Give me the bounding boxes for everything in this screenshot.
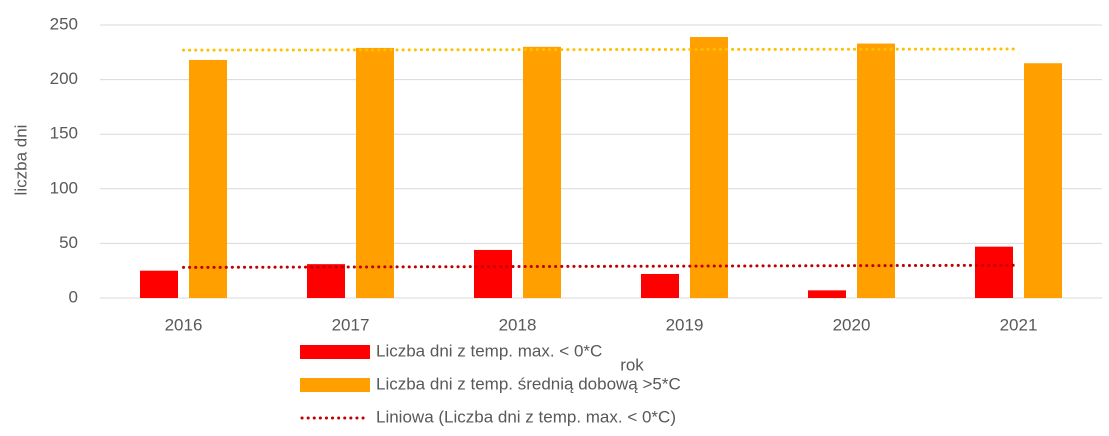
y-tick-label: 150 <box>50 124 78 143</box>
x-tick-label: 2018 <box>499 315 537 334</box>
y-tick-label: 50 <box>59 233 78 252</box>
bar <box>1024 63 1062 298</box>
bar <box>857 43 895 299</box>
bar <box>690 37 728 299</box>
bar <box>189 59 227 298</box>
x-tick-label: 2019 <box>666 315 704 334</box>
y-tick-label: 100 <box>50 178 78 197</box>
x-tick-label: 2020 <box>833 315 871 334</box>
bar <box>140 270 178 298</box>
bar <box>808 290 846 298</box>
bar <box>523 46 561 299</box>
trend-line <box>182 263 1020 269</box>
legend-swatch <box>300 378 370 392</box>
x-tick-label: 2017 <box>332 315 370 334</box>
y-axis-title: liczba dni <box>11 125 30 196</box>
bar <box>641 273 679 298</box>
x-tick-label: 2016 <box>165 315 203 334</box>
bar <box>975 246 1013 298</box>
legend-label: Liczba dni z temp. średnią dobową >5*C <box>376 374 681 393</box>
x-axis-title: rok <box>620 355 644 374</box>
bar <box>307 264 345 298</box>
bar <box>474 249 512 298</box>
legend-swatch <box>300 345 370 359</box>
y-tick-label: 0 <box>69 287 78 306</box>
y-tick-label: 250 <box>50 14 78 33</box>
legend-label: Liczba dni z temp. max. < 0*C <box>376 341 602 360</box>
legend-label: Liniowa (Liczba dni z temp. max. < 0*C) <box>376 407 676 426</box>
y-tick-label: 200 <box>50 69 78 88</box>
x-tick-label: 2021 <box>1000 315 1038 334</box>
trend-line <box>182 47 1020 52</box>
bar <box>356 47 394 298</box>
